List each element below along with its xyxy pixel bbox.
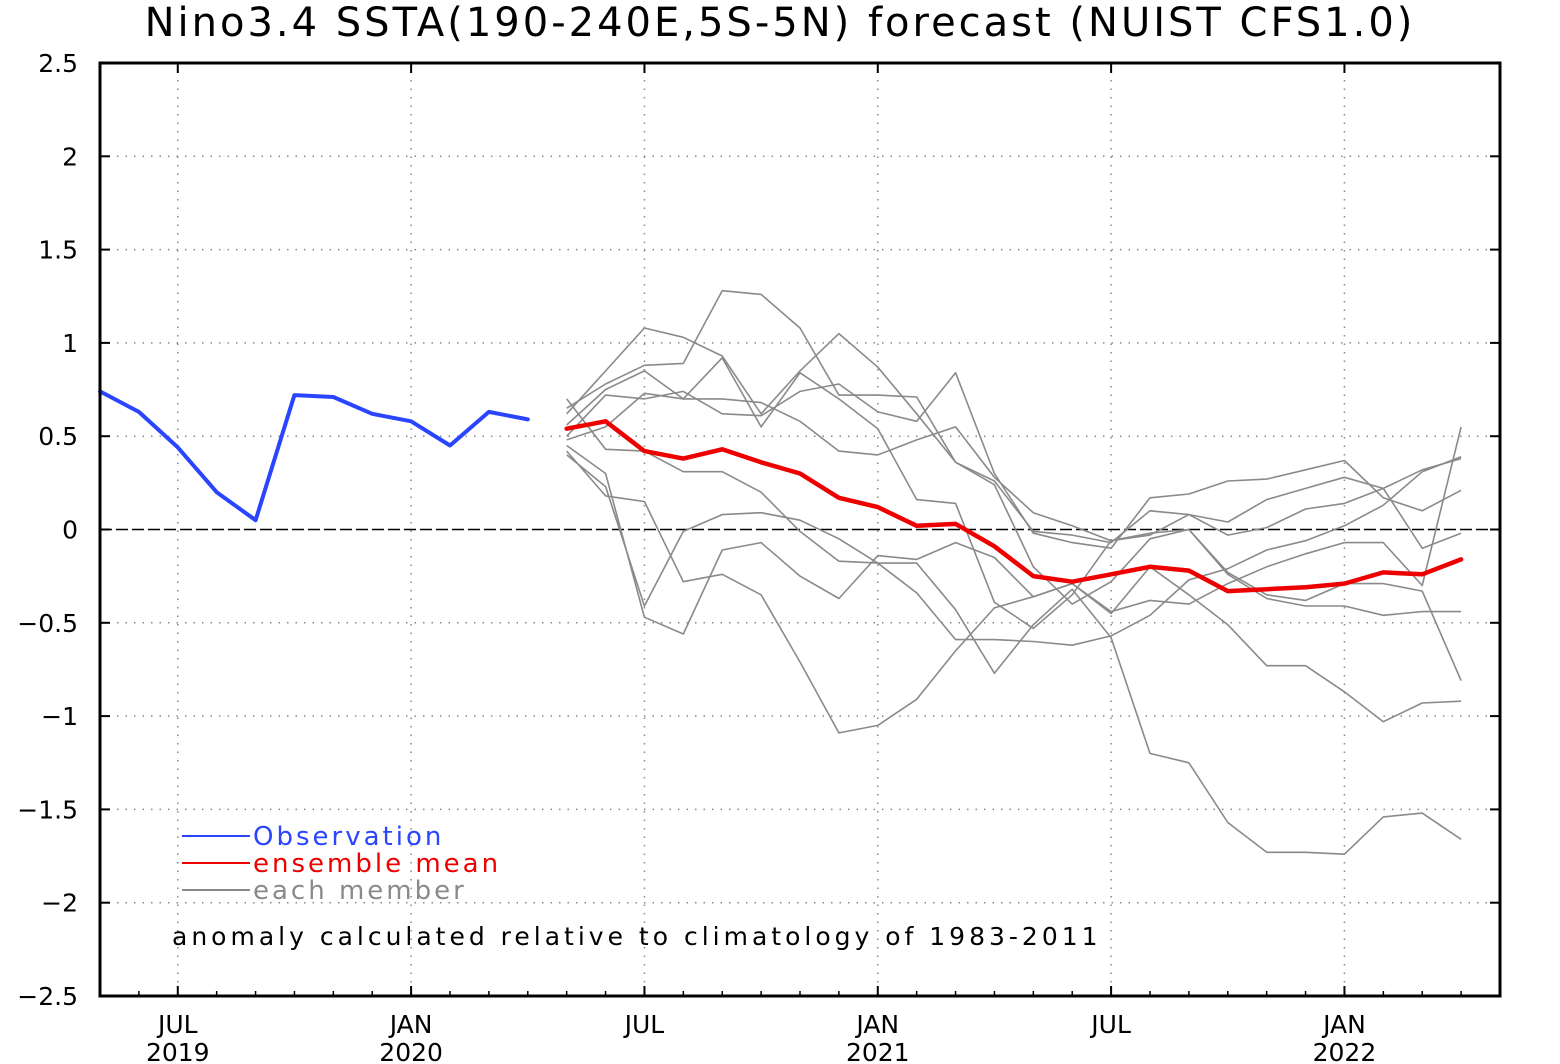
x-tick-month-label: JAN (854, 1010, 899, 1039)
observation-line (98, 389, 530, 523)
member-line-3 (566, 392, 1462, 549)
y-tick-label: 2 (62, 142, 78, 171)
member-line-6 (566, 398, 1462, 646)
member-line-9 (566, 426, 1462, 734)
x-tick-year-label: 2022 (1313, 1038, 1377, 1064)
y-tick-label: 0.5 (38, 422, 78, 451)
member-line-2 (566, 289, 1462, 544)
member-lines-layer (566, 289, 1462, 855)
y-tick-label: −1 (41, 702, 78, 731)
y-tick-label: −2 (41, 889, 78, 918)
member-line-5 (566, 444, 1462, 723)
x-tick-month-label: JAN (388, 1010, 433, 1039)
x-tick-month-label: JAN (1321, 1010, 1366, 1039)
member-line-8 (566, 357, 1462, 681)
y-tick-label: −1.5 (17, 795, 78, 824)
y-tick-label: 1 (62, 329, 78, 358)
y-tick-label: 1.5 (38, 236, 78, 265)
mean-line (564, 419, 1464, 594)
climatology-note: anomaly calculated relative to climatolo… (172, 922, 1102, 951)
y-axis-ticks: 2.5 2 1.5 1 0.5 0 −0.5 −1 −1.5 −2 −2.5 (17, 49, 1500, 1011)
legend-label: each member (253, 876, 467, 906)
member-line-1 (566, 327, 1462, 617)
legend-label: Observation (253, 822, 444, 852)
y-tick-label: −2.5 (17, 982, 78, 1011)
y-tick-label: −0.5 (17, 609, 78, 638)
legend-label: ensemble mean (253, 849, 501, 879)
x-tick-month-label: JUL (623, 1010, 665, 1039)
y-tick-label: 2.5 (38, 49, 78, 78)
series-lines-layer (98, 389, 1464, 594)
chart-title: Nino3.4 SSTA(190-240E,5S-5N) forecast (N… (145, 0, 1416, 46)
x-tick-year-label: 2020 (379, 1038, 443, 1064)
x-tick-month-label: JUL (156, 1010, 198, 1039)
y-tick-label: 0 (62, 516, 78, 545)
x-tick-year-label: 2021 (846, 1038, 910, 1064)
x-tick-month-label: JUL (1089, 1010, 1131, 1039)
member-line-7 (566, 372, 1462, 549)
member-line-4 (566, 454, 1462, 855)
x-tick-year-label: 2019 (146, 1038, 210, 1064)
